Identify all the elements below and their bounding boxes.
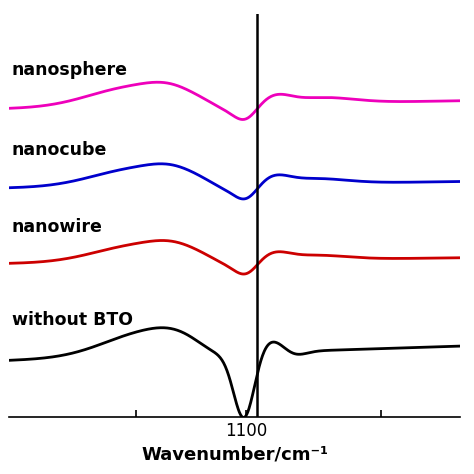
Text: without BTO: without BTO [12,311,133,329]
Text: nanowire: nanowire [12,218,103,236]
Text: nanocube: nanocube [12,141,107,159]
Text: nanosphere: nanosphere [12,61,128,79]
X-axis label: Wavenumber/cm⁻¹: Wavenumber/cm⁻¹ [141,446,328,464]
